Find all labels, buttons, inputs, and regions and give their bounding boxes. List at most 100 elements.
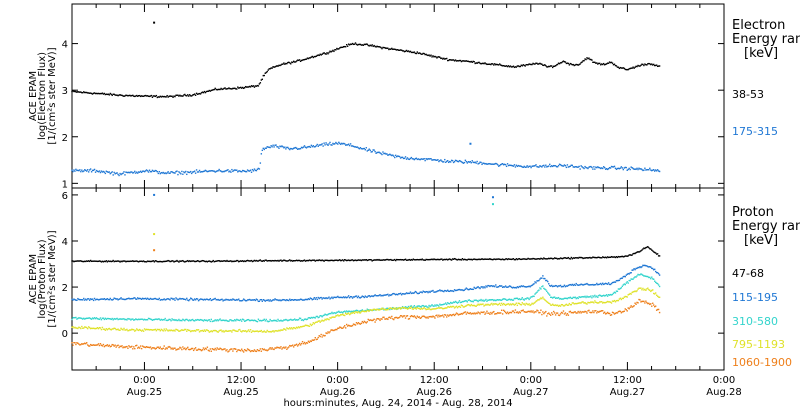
data-point xyxy=(442,58,444,60)
data-point xyxy=(267,349,269,351)
data-point xyxy=(83,343,85,345)
data-point xyxy=(268,320,270,323)
data-point xyxy=(444,158,446,161)
data-point xyxy=(356,309,359,312)
data-point xyxy=(550,314,552,316)
data-point xyxy=(438,290,440,292)
data-point xyxy=(113,317,115,320)
data-point xyxy=(334,312,336,314)
data-point xyxy=(599,62,601,65)
data-point xyxy=(364,259,367,261)
data-point xyxy=(174,172,176,174)
data-point xyxy=(151,96,154,98)
data-point xyxy=(228,330,230,332)
data-point xyxy=(589,256,591,259)
data-point xyxy=(191,94,194,96)
data-point xyxy=(179,94,181,96)
data-point xyxy=(575,63,577,66)
data-point xyxy=(631,254,633,256)
data-point xyxy=(626,255,628,257)
data-point xyxy=(172,348,174,350)
data-point xyxy=(155,260,158,262)
data-point xyxy=(85,298,87,300)
data-point xyxy=(355,295,358,297)
data-point xyxy=(368,309,370,311)
data-point xyxy=(195,319,198,321)
data-point xyxy=(95,298,98,301)
data-point xyxy=(411,292,414,294)
data-point xyxy=(120,260,122,262)
data-point xyxy=(231,88,233,90)
data-point xyxy=(490,299,492,301)
data-point xyxy=(622,168,625,171)
data-point xyxy=(286,298,288,301)
data-point xyxy=(371,309,373,312)
data-point xyxy=(409,315,412,318)
data-point xyxy=(190,330,192,333)
data-point xyxy=(412,158,415,160)
data-point xyxy=(431,258,433,260)
data-point xyxy=(429,316,431,318)
data-point xyxy=(108,327,110,330)
data-point xyxy=(637,302,639,304)
data-point xyxy=(478,299,480,302)
data-point xyxy=(565,166,568,169)
data-point xyxy=(289,298,291,300)
data-point xyxy=(622,284,625,286)
data-point xyxy=(210,318,212,321)
data-point xyxy=(379,308,381,311)
data-point xyxy=(287,61,289,64)
data-point xyxy=(399,49,402,51)
data-point xyxy=(309,297,312,299)
data-point xyxy=(325,332,327,334)
data-point xyxy=(166,329,168,331)
data-point xyxy=(259,330,262,333)
data-point xyxy=(551,165,554,168)
data-point xyxy=(160,260,162,263)
data-point xyxy=(556,312,559,314)
data-point xyxy=(209,298,212,300)
data-point xyxy=(452,305,455,308)
data-point xyxy=(92,327,95,330)
data-point xyxy=(462,289,465,292)
data-point xyxy=(484,62,486,64)
data-point xyxy=(508,66,511,68)
data-point xyxy=(533,312,535,314)
data-point xyxy=(213,170,215,172)
data-point xyxy=(139,329,142,332)
data-point xyxy=(223,260,225,262)
data-point xyxy=(236,88,238,90)
data-point xyxy=(601,295,603,297)
data-point xyxy=(263,74,265,77)
data-point xyxy=(387,308,389,311)
data-point xyxy=(275,347,277,349)
data-point xyxy=(484,258,486,260)
data-point xyxy=(378,318,380,320)
data-point xyxy=(381,259,383,261)
data-point xyxy=(388,295,390,297)
data-point xyxy=(492,311,494,314)
data-point xyxy=(308,57,311,59)
data-point xyxy=(571,164,573,167)
data-point xyxy=(415,317,418,319)
data-point xyxy=(186,173,188,176)
data-point xyxy=(366,321,368,323)
data-point xyxy=(231,320,233,322)
data-point xyxy=(188,299,190,302)
data-point xyxy=(224,319,226,322)
data-point xyxy=(147,171,150,173)
data-point xyxy=(236,330,238,332)
data-point xyxy=(100,92,103,95)
data-point xyxy=(507,303,510,305)
data-point xyxy=(376,295,378,297)
data-point xyxy=(635,303,637,305)
proton-legend-title-line1: Proton xyxy=(732,205,774,220)
data-point xyxy=(561,298,564,300)
data-point xyxy=(150,170,153,173)
data-point xyxy=(244,85,247,88)
data-point xyxy=(424,159,426,162)
data-point xyxy=(358,259,361,261)
data-point xyxy=(226,330,228,332)
data-point xyxy=(552,65,555,68)
data-point xyxy=(500,258,503,261)
